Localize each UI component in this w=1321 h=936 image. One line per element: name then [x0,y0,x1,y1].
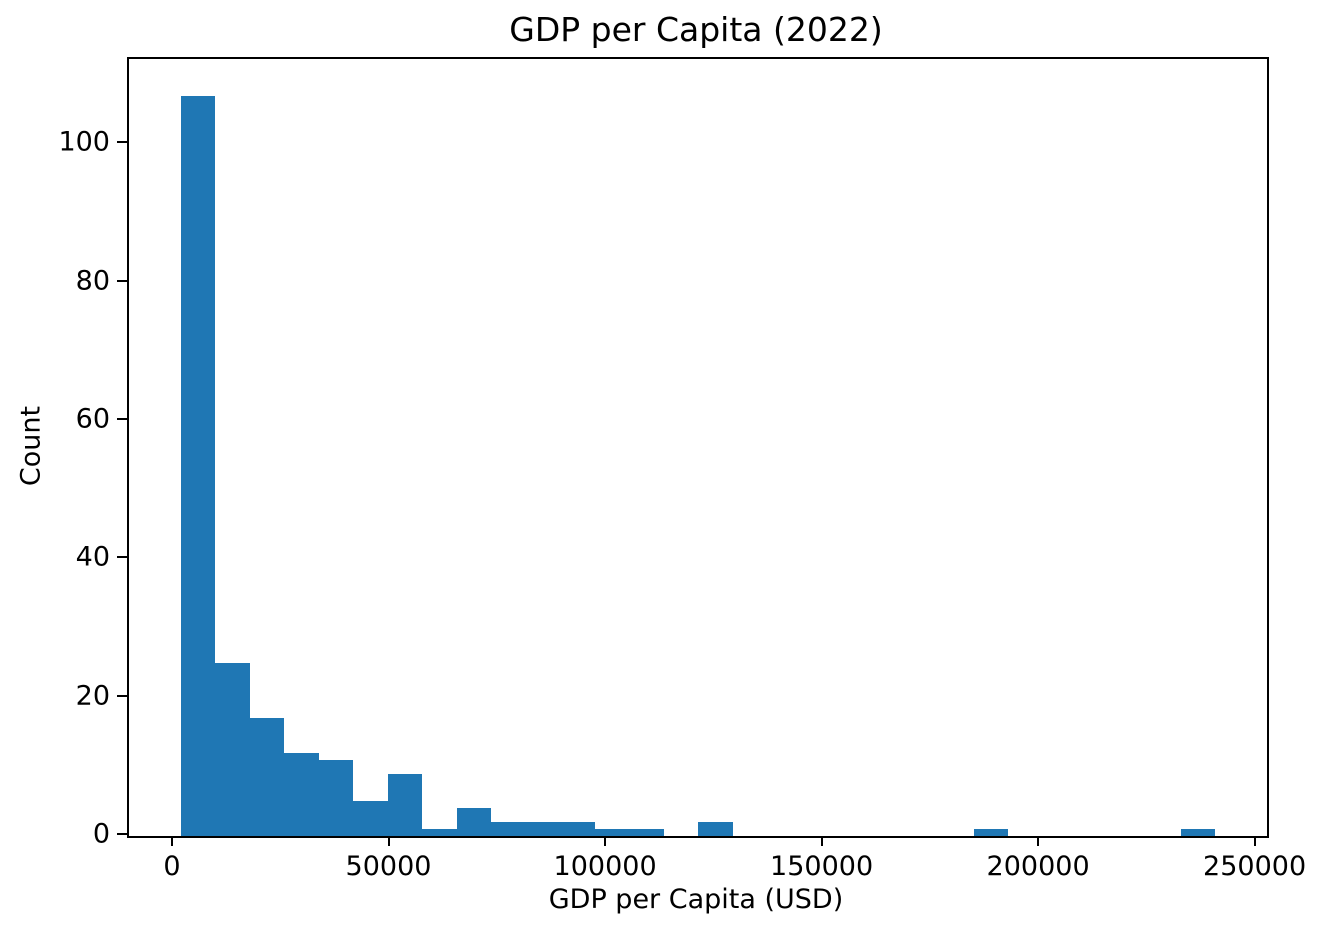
y-tick-mark [117,556,127,559]
histogram-bar [973,829,1009,836]
y-axis-label: Count [15,405,47,487]
histogram-bar [491,822,526,836]
histogram-bars [129,59,1267,836]
x-tick-mark [604,836,607,846]
histogram-bar [698,822,733,836]
y-tick-label: 40 [75,541,110,573]
histogram-bar [353,801,388,836]
histogram-bar [318,759,354,836]
x-tick-label: 200000 [986,851,1090,882]
y-tick-mark [117,833,127,835]
x-tick-mark [820,836,823,846]
histogram-bar [456,808,492,836]
histogram-bar [180,96,216,836]
y-tick-mark [117,694,127,697]
histogram-bar [249,718,285,836]
y-tick-mark [117,141,127,144]
y-tick-label: 0 [92,818,110,850]
histogram-bar [387,773,423,836]
x-tick-mark [1037,836,1040,846]
y-tick-label: 20 [75,680,110,712]
x-axis-label: GDP per Capita (USD) [548,884,844,915]
histogram-bar [1180,829,1216,836]
x-tick-label: 250000 [1203,851,1307,882]
histogram-bar [560,822,595,836]
histogram-bar [629,829,664,836]
x-tick-label: 100000 [553,851,657,882]
y-tick-label: 60 [75,403,110,435]
x-tick-label: 150000 [770,851,874,882]
plot-area [127,57,1269,838]
x-tick-label: 50000 [345,851,432,882]
histogram-bar [525,822,561,836]
y-tick-label: 80 [75,265,110,297]
histogram-bar [284,753,319,836]
x-tick-mark [387,836,390,846]
chart-title: GDP per Capita (2022) [509,10,883,49]
y-tick-mark [117,418,127,420]
y-tick-mark [117,279,127,282]
x-tick-label: 0 [163,851,181,882]
histogram-bar [594,829,629,836]
x-tick-mark [171,836,173,846]
x-tick-mark [1253,836,1256,846]
y-tick-label: 100 [58,126,110,158]
histogram-bar [422,829,457,836]
histogram-bar [215,663,250,836]
